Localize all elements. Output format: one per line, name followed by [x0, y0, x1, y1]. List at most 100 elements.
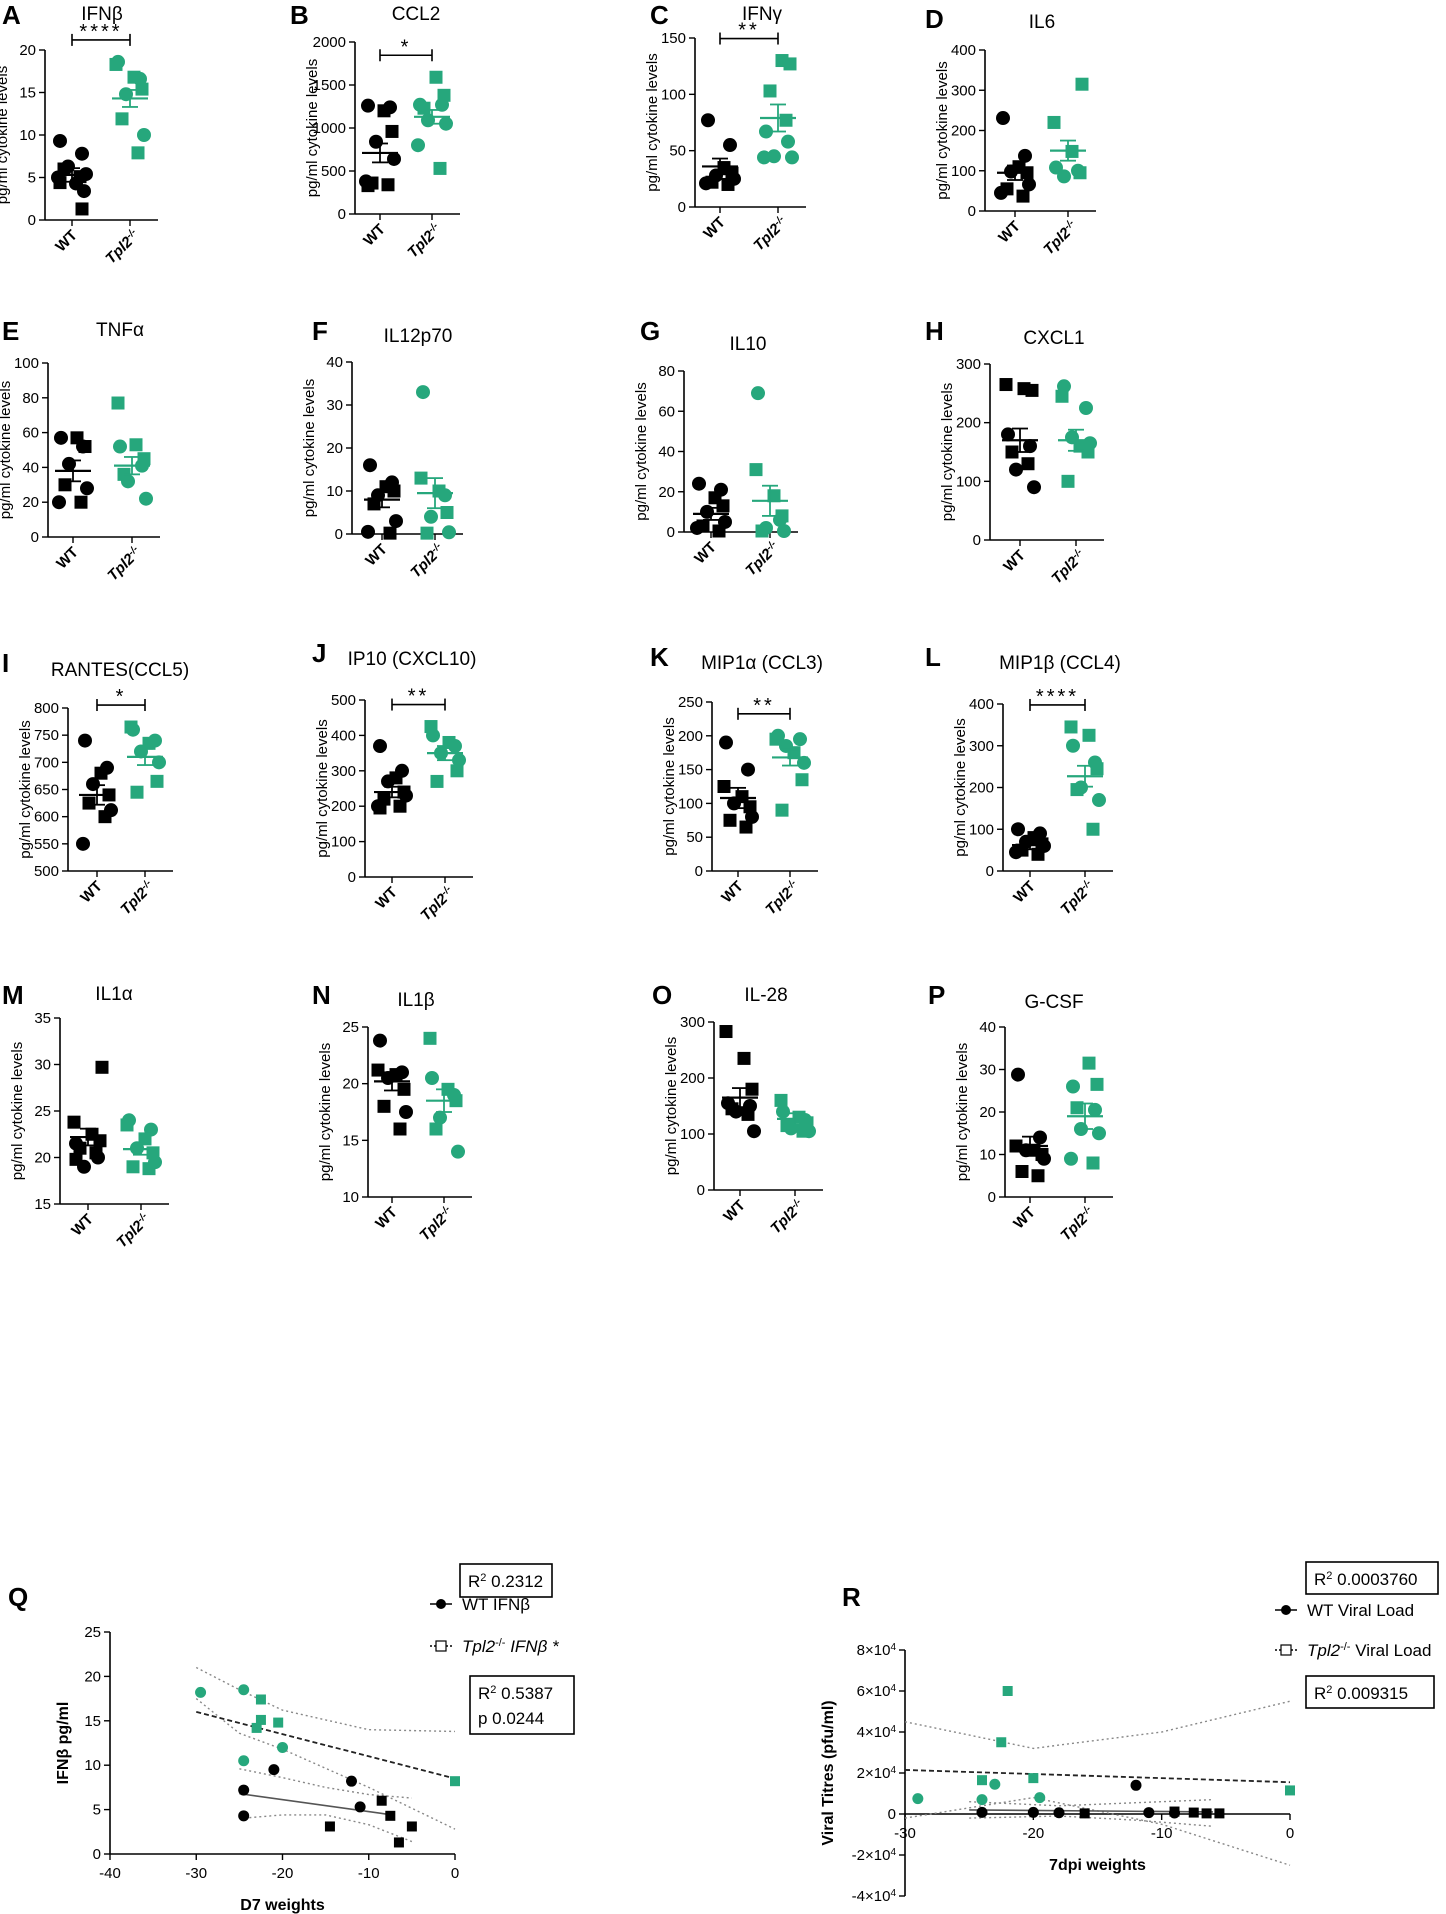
legend-ko-name: Tpl2 [1307, 1641, 1341, 1660]
wt-square-point [58, 478, 72, 492]
y-tick-label: 0 [678, 199, 686, 216]
wt-square-point [1188, 1807, 1199, 1818]
category-label-wt: WT [1010, 878, 1039, 907]
y-tick-mantissa: 6×10 [857, 1683, 891, 1700]
category-label-ko: Tpl2-/- [104, 543, 145, 584]
ko-square-point [414, 471, 428, 485]
ko-square-point [774, 1093, 788, 1107]
r2-ko-text: R2 0.009315 [1314, 1684, 1408, 1703]
wt-square-point [82, 796, 96, 810]
ko-square-point [424, 720, 438, 734]
y-axis-label: pg/ml cytokine levels [317, 1043, 334, 1181]
wt-ci-lower [239, 1814, 413, 1843]
y-tick-label: 400 [951, 42, 976, 59]
wt-circle-point [53, 133, 67, 148]
wt-square-point [377, 104, 391, 118]
panel-title: IL10 [730, 334, 767, 355]
ko-circle-point [442, 525, 456, 540]
ko-square-point [1064, 720, 1078, 734]
y-tick-label: 5 [93, 1802, 101, 1819]
wt-circle-point [996, 111, 1010, 126]
wt-square-point [717, 780, 731, 793]
ko-square-point [769, 732, 783, 746]
ko-square-point [273, 1717, 284, 1728]
panel-I: I RANTES(CCL5) 500 550 600 650 700 750 800pg/ml … [2, 648, 189, 918]
wt-circle-point [719, 735, 733, 750]
y-tick-exponent: 4 [890, 1847, 896, 1858]
category-label-wt: WT [1010, 1204, 1039, 1233]
sig-stars: **** [79, 21, 122, 43]
wt-circle-point [354, 1801, 366, 1813]
legend-ko-suffix: Viral Load [1350, 1641, 1431, 1660]
category-label-wt: WT [362, 541, 391, 570]
wt-circle-point [1027, 480, 1041, 495]
y-tick-mantissa: -2×10 [852, 1847, 891, 1864]
y-tick-label: 300 [956, 356, 981, 373]
panel-F: F IL12p70 0 10 20 30 40 pg/ml cytokine levels WT… [301, 316, 463, 581]
ko-square-point [138, 1132, 152, 1146]
x-tick-label: 0 [451, 1865, 459, 1882]
ko-circle-point [976, 1794, 988, 1806]
ko-square-point [1073, 166, 1087, 180]
y-tick-mantissa: 2×10 [857, 1765, 891, 1782]
wt-square-point [381, 178, 395, 192]
panel-letter: R [842, 1582, 861, 1612]
y-tick-label: 25 [34, 1103, 51, 1120]
ko-square-point [142, 1162, 156, 1176]
y-axis-label: pg/ml cytokine levels [9, 1042, 26, 1180]
y-tick-label: 30 [34, 1057, 51, 1074]
category-label-ko: Tpl2-/- [416, 1203, 457, 1244]
y-tick-mantissa: 8×10 [857, 1642, 891, 1659]
wt-square-point [716, 499, 730, 513]
panel-letter: G [640, 316, 660, 346]
wt-square-point [53, 176, 67, 190]
ko-square-point [423, 1031, 437, 1045]
wt-square-point [1031, 1169, 1045, 1183]
panel-letter: I [2, 648, 9, 678]
y-tick-label: 150 [678, 762, 703, 779]
y-tick-label: 0 [335, 526, 343, 543]
y-tick-label: 200 [951, 123, 976, 140]
wt-square-point [385, 1810, 396, 1821]
panel-title: MIP1α (CCL3) [701, 653, 823, 674]
ko-circle-point [137, 128, 151, 142]
wt-circle-point [387, 151, 401, 166]
y-axis-label: Viral Titres (pfu/ml) [820, 1700, 837, 1845]
legend-ko-marker [435, 1640, 447, 1652]
wt-square-point [406, 1821, 417, 1832]
panel-Q: Q 0 5 10 15 20 25 -40 -30 -20 -10 0 D7 weights IFNβ p… [8, 1563, 575, 1914]
y-tick-label: 5 [28, 170, 36, 187]
x-tick-label: -10 [358, 1865, 380, 1882]
wt-circle-point [373, 1033, 387, 1048]
y-tick-label: 10 [979, 1147, 996, 1164]
panel-title: IP10 (CXCL10) [348, 649, 477, 670]
panel-title: IL-28 [744, 985, 787, 1006]
ko-square-point [429, 1122, 443, 1136]
ko-circle-point [912, 1793, 924, 1805]
ko-circle-point [113, 439, 127, 454]
r2-ko-r: R [1314, 1684, 1326, 1703]
wt-circle-point [52, 495, 66, 510]
wt-ci-lower [969, 1815, 1214, 1827]
panel-title: CCL2 [392, 4, 441, 25]
ko-square-point [429, 70, 443, 84]
y-axis-label: pg/ml cytokine levels [661, 717, 678, 855]
y-axis-label: pg/ml cytokine levels [939, 383, 956, 521]
y-tick-label: 0 [888, 1806, 896, 1823]
ko-circle-point [781, 134, 795, 149]
wt-square-point [95, 1060, 109, 1074]
y-axis-label: pg/ml cytokine levels [314, 719, 331, 857]
y-axis-label: pg/ml cytokine levels [644, 53, 661, 191]
wt-square-point [376, 1795, 387, 1806]
y-tick-label: 200 [678, 728, 703, 745]
wt-circle-point [346, 1775, 357, 1787]
ko-circle-point [785, 150, 799, 165]
y-tick-label: 400 [969, 696, 994, 713]
x-tick-label: 0 [1286, 1825, 1294, 1842]
ko-circle-point [277, 1741, 288, 1753]
wt-circle-point [701, 113, 715, 128]
y-tick-label: 700 [34, 754, 59, 771]
